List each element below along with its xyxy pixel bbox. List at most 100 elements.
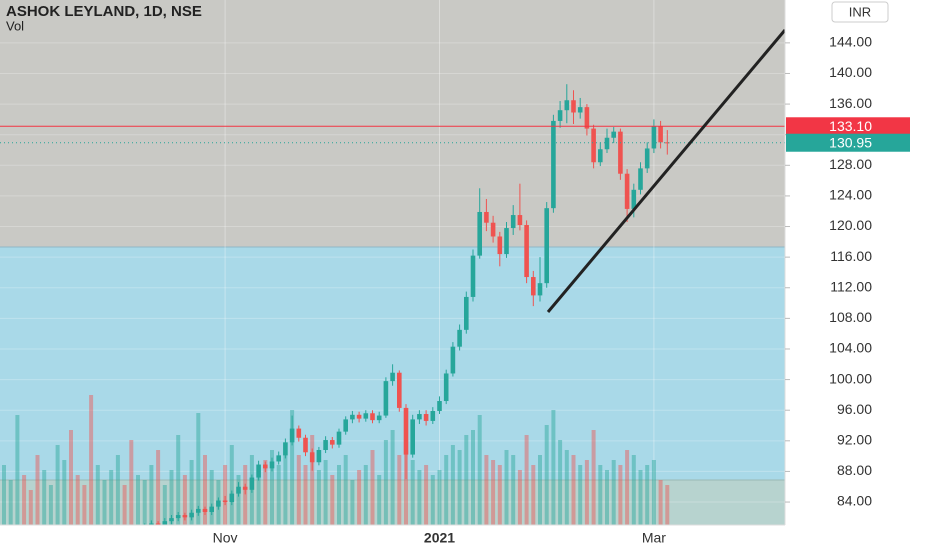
volume-bar <box>330 475 335 525</box>
price-line-label: 133.10 <box>829 118 872 134</box>
volume-bar <box>149 465 154 525</box>
candle-body <box>644 148 650 169</box>
candle-body <box>510 215 516 229</box>
candle-body <box>403 407 409 455</box>
candle-body <box>638 168 643 190</box>
volume-bar <box>571 455 576 525</box>
volume-bar <box>631 455 636 525</box>
x-tick-label: 2021 <box>424 530 455 546</box>
candle-body <box>189 512 194 518</box>
currency: INR <box>849 4 871 19</box>
volume-bar <box>263 460 268 525</box>
volume-bar <box>270 450 274 525</box>
volume-bar <box>229 445 234 525</box>
candle-body <box>397 372 402 408</box>
candle-body <box>524 225 529 278</box>
candle-body <box>202 508 208 512</box>
volume-bar <box>243 465 248 525</box>
volume-bar <box>223 465 228 525</box>
volume-bar <box>102 480 107 525</box>
candle-body <box>531 277 536 296</box>
candle-body <box>631 189 637 209</box>
candle-body <box>350 414 355 420</box>
y-tick-label: 104.00 <box>829 340 872 356</box>
volume-bar <box>8 480 13 525</box>
candle-body <box>410 419 415 455</box>
candle-body <box>430 410 436 421</box>
volume-bar <box>497 465 502 525</box>
volume-bar <box>638 470 643 525</box>
candle-body <box>557 110 563 121</box>
volume-bar <box>129 440 134 525</box>
volume-bar <box>95 465 100 525</box>
volume-bar <box>645 465 650 525</box>
volume-bar <box>370 450 375 525</box>
volume-bar <box>578 465 583 525</box>
y-tick-label: 108.00 <box>829 309 872 325</box>
candle-body <box>316 450 322 463</box>
candle-body <box>343 419 348 432</box>
volume-bar <box>82 485 87 525</box>
volume-bar <box>363 465 368 525</box>
volume-bar <box>605 470 609 525</box>
volume-bar <box>471 430 475 525</box>
x-tick-label: Nov <box>213 530 238 546</box>
volume-bar <box>383 440 388 525</box>
volume-bar <box>69 430 73 525</box>
candle-body <box>283 442 288 456</box>
candle-body <box>155 523 161 525</box>
last-price-label: 130.95 <box>829 134 872 150</box>
volume-bar <box>491 460 496 525</box>
volume-bar <box>256 470 261 525</box>
y-tick-label: 112.00 <box>830 278 872 294</box>
volume-bar <box>551 410 556 525</box>
candle-body <box>175 515 181 519</box>
candle-body <box>249 477 255 490</box>
volume-bar <box>531 465 536 525</box>
volume-bar <box>350 480 355 525</box>
candle-body <box>209 506 214 512</box>
volume-bar <box>303 465 308 525</box>
volume-bar <box>115 455 120 525</box>
candle-body <box>289 428 295 443</box>
candle-body <box>484 211 489 223</box>
candle-body <box>236 486 241 494</box>
volume-bar <box>75 475 80 525</box>
y-tick-label: 128.00 <box>829 156 872 172</box>
y-tick-label: 136.00 <box>829 95 872 111</box>
candle-body <box>517 215 523 225</box>
volume-bar <box>524 435 529 525</box>
volume-bar <box>169 470 174 525</box>
candle-body <box>263 464 268 469</box>
volume-bar <box>544 425 549 525</box>
volume-bar <box>189 460 194 525</box>
candle-body <box>169 518 174 522</box>
trend-line <box>546 29 787 313</box>
volume-bar <box>2 465 6 525</box>
candle-body <box>229 493 235 503</box>
candle-body <box>443 373 449 402</box>
volume-bar <box>176 435 181 525</box>
y-tick-label: 100.00 <box>829 370 872 386</box>
price-axis <box>785 0 932 550</box>
y-tick-label: 116.00 <box>830 248 872 264</box>
volume-bar <box>323 460 328 525</box>
candle-body <box>269 461 275 469</box>
volume-bar <box>15 415 20 525</box>
candle-body <box>417 414 422 420</box>
candle-body <box>658 126 663 143</box>
candle-body <box>296 428 302 438</box>
volume-bar <box>658 480 663 525</box>
candle-body <box>571 100 576 113</box>
volume-bar <box>276 465 281 525</box>
volume-bar <box>504 450 509 525</box>
x-tick-label: Mar <box>642 530 666 546</box>
volume-bar <box>397 455 402 525</box>
volume-bar <box>484 455 489 525</box>
candle-body <box>363 413 369 419</box>
candle-body <box>497 236 503 255</box>
volume-bar <box>538 455 542 525</box>
candle-body <box>504 228 509 255</box>
candle-body <box>618 131 623 174</box>
